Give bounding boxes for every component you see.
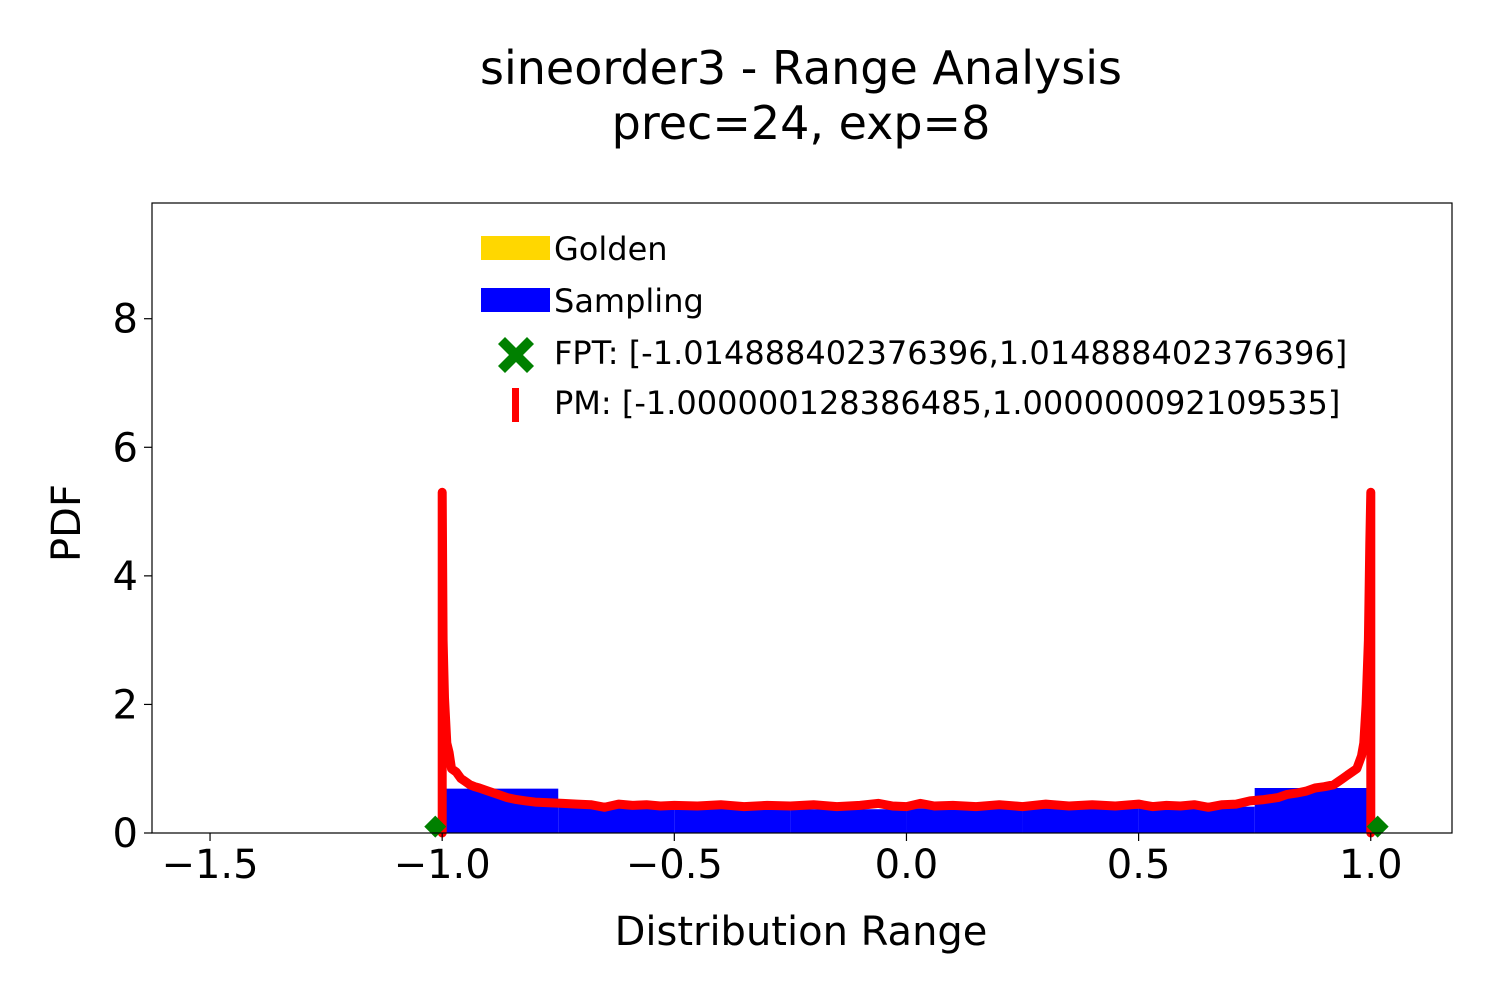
x-tick-label-0: −1.5 xyxy=(161,842,258,888)
histogram-bars xyxy=(442,788,1371,833)
x-axis-ticks: −1.5 −1.0 −0.5 0.0 0.5 1.0 xyxy=(161,833,1403,888)
fpt-markers xyxy=(424,815,1389,838)
histogram-bar-5 xyxy=(1022,808,1139,833)
legend-pm-swatch xyxy=(512,388,519,422)
plot-frame xyxy=(151,202,1453,834)
legend-pm-label: PM: [-1.000000128386485,1.00000009210953… xyxy=(554,384,1340,422)
legend-fpt-label: FPT: [-1.014888402376396,1.0148884023763… xyxy=(554,334,1347,372)
legend-golden-swatch xyxy=(481,236,550,260)
legend-sampling-label: Sampling xyxy=(554,282,704,320)
y-tick-label-4: 8 xyxy=(113,297,138,343)
x-tick-label-2: −0.5 xyxy=(626,842,723,888)
fpt-marker-1 xyxy=(1366,815,1389,838)
legend-fpt-marker-icon xyxy=(498,337,534,373)
histogram-bar-2 xyxy=(674,808,791,833)
histogram-bar-6 xyxy=(1138,806,1255,833)
y-tick-label-1: 2 xyxy=(113,682,138,728)
histogram-bar-4 xyxy=(906,808,1023,833)
plot-area xyxy=(424,487,1389,838)
x-tick-label-4: 0.5 xyxy=(1107,842,1171,888)
x-tick-label-1: −1.0 xyxy=(394,842,491,888)
y-tick-label-2: 4 xyxy=(113,554,138,600)
x-tick-label-5: 1.0 xyxy=(1339,842,1403,888)
pm-line-group xyxy=(437,487,1376,838)
histogram-bar-1 xyxy=(558,806,675,833)
x-axis-label: Distribution Range xyxy=(615,909,988,955)
legend-golden-label: Golden xyxy=(554,230,668,268)
legend: Golden Sampling FPT: [-1.014888402376396… xyxy=(481,230,1347,422)
pm-line xyxy=(437,487,1376,838)
fpt-marker-0 xyxy=(424,815,447,838)
y-tick-label-0: 0 xyxy=(113,811,138,857)
x-tick-label-3: 0.0 xyxy=(875,842,939,888)
legend-sampling-swatch xyxy=(481,288,550,312)
histogram-bar-3 xyxy=(790,809,907,833)
y-axis-ticks: 0 2 4 6 8 xyxy=(113,297,152,857)
y-axis-label: PDF xyxy=(44,484,90,562)
y-tick-label-3: 6 xyxy=(113,425,138,471)
chart-subtitle: prec=24, exp=8 xyxy=(612,96,991,150)
chart-title: sineorder3 - Range Analysis xyxy=(480,41,1122,95)
